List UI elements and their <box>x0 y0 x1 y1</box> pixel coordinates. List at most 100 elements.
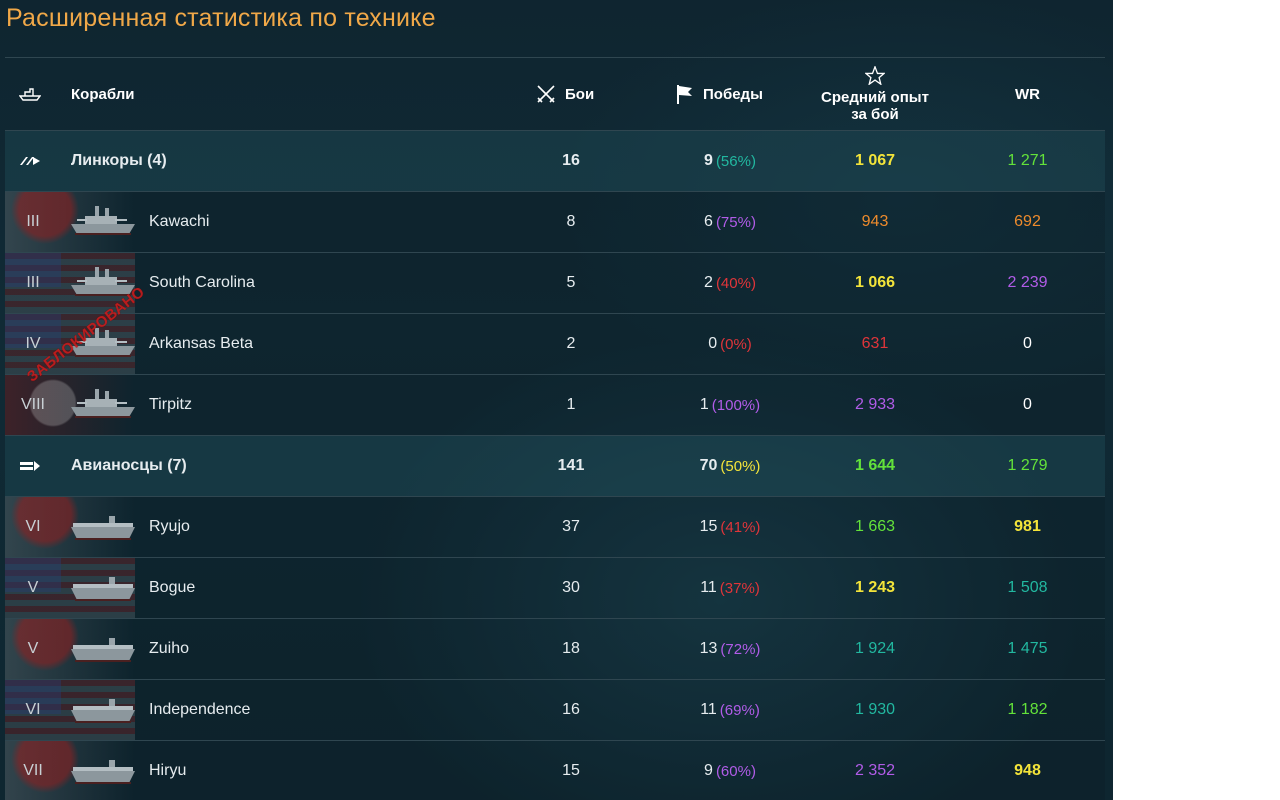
wins-percent: (50%) <box>720 457 761 475</box>
battles-value: 141 <box>557 457 585 474</box>
wins-percent: (100%) <box>711 396 761 414</box>
flag-icon <box>675 83 695 105</box>
wins-value: 1 (100%) <box>665 375 795 435</box>
wr-value: 1 508 <box>1007 579 1048 596</box>
wr-value: 0 <box>1023 335 1032 352</box>
wr-value: 1 182 <box>1007 701 1048 718</box>
wins-value: 11 (37%) <box>665 558 795 618</box>
ship-row: III South Carolina 5 2 (40%) 1 066 2 239 <box>5 253 1105 314</box>
ship-class-icon <box>19 58 53 130</box>
wins-percent: (41%) <box>720 518 761 536</box>
ship-tier: III <box>26 213 40 230</box>
battles-value: 18 <box>562 640 580 657</box>
wins-value: 6 (75%) <box>665 192 795 252</box>
battles-column-header[interactable]: Бои <box>535 58 594 130</box>
battles-header-label: Бои <box>565 85 595 103</box>
avg-exp-value: 1 243 <box>854 579 896 596</box>
ship-tier: VI <box>25 701 41 718</box>
ship-image <box>69 505 141 549</box>
wins-percent: (69%) <box>719 701 760 719</box>
wr-value: 1 279 <box>1007 457 1048 474</box>
ship-name: South Carolina <box>149 274 255 291</box>
wins-count: 9 <box>704 152 713 169</box>
ship-row: III Kawachi 8 6 (75%) 943 692 <box>5 192 1105 253</box>
ship-row: V Bogue 30 11 (37%) 1 243 1 508 <box>5 558 1105 619</box>
avg-exp-value: 2 352 <box>854 762 896 779</box>
avg-exp-value: 1 066 <box>854 274 896 291</box>
table-header-row: Корабли Бои Победы Средний опыт за бой <box>5 58 1105 131</box>
nation-flag-us <box>5 680 135 740</box>
battles-value: 1 <box>566 396 576 413</box>
ship-name: Arkansas Beta <box>149 335 254 352</box>
ship-tier: VII <box>23 762 43 779</box>
ship-image <box>69 566 141 610</box>
group-name: Авианосцы (7) <box>71 457 187 474</box>
wins-percent: (56%) <box>715 152 756 170</box>
group-name: Линкоры (4) <box>71 152 167 169</box>
ship-row: IV Arkansas Beta 2 0 (0%) 631 0 <box>5 314 1105 375</box>
wins-percent: (0%) <box>720 335 752 353</box>
ship-image <box>69 749 141 793</box>
wins-value: 15 (41%) <box>665 497 795 557</box>
battleship-class-icon <box>19 131 53 191</box>
wins-count: 11 <box>700 701 717 718</box>
ship-image <box>69 688 141 732</box>
ship-name: Hiryu <box>149 762 187 779</box>
battles-value: 5 <box>566 274 576 291</box>
battles-value: 37 <box>562 518 580 535</box>
crossed-swords-icon <box>535 83 557 105</box>
ship-name: Independence <box>149 701 251 718</box>
ship-row: VIII Tirpitz 1 1 (100%) 2 933 0 <box>5 375 1105 436</box>
group-row[interactable]: Авианосцы (7) 141 70 (50%) 1 644 1 279 <box>5 436 1105 497</box>
page-title: Расширенная статистика по технике <box>6 4 436 32</box>
avg-exp-header-label-1: Средний опыт <box>821 88 929 106</box>
ship-tier: VI <box>25 518 41 535</box>
ship-row: VI Independence 16 11 (69%) 1 930 1 182 <box>5 680 1105 741</box>
wr-column-header[interactable]: WR <box>1015 85 1040 103</box>
ship-row: V Zuiho 18 13 (72%) 1 924 1 475 <box>5 619 1105 680</box>
ship-image <box>69 322 141 366</box>
avg-exp-value: 1 644 <box>854 457 896 474</box>
wr-value: 0 <box>1023 396 1032 413</box>
wins-count: 70 <box>699 457 718 474</box>
wins-value: 70 (50%) <box>665 436 795 496</box>
battles-value: 16 <box>562 152 580 169</box>
wins-count: 6 <box>704 213 713 230</box>
group-row[interactable]: Линкоры (4) 16 9 (56%) 1 067 1 271 <box>5 131 1105 192</box>
wins-count: 2 <box>704 274 713 291</box>
stats-table: Корабли Бои Победы Средний опыт за бой <box>5 57 1105 800</box>
ship-tier: IV <box>25 335 41 352</box>
wins-value: 9 (60%) <box>665 741 795 800</box>
wins-value: 13 (72%) <box>665 619 795 679</box>
wr-value: 981 <box>1014 518 1041 535</box>
ships-column-header[interactable]: Корабли <box>71 85 135 103</box>
wins-value: 0 (0%) <box>665 314 795 374</box>
wins-column-header[interactable]: Победы <box>675 58 763 130</box>
wins-value: 9 (56%) <box>665 131 795 191</box>
avg-exp-column-header[interactable]: Средний опыт за бой <box>795 58 955 130</box>
wins-value: 2 (40%) <box>665 253 795 313</box>
avg-exp-value: 631 <box>861 335 889 352</box>
ship-name: Ryujo <box>149 518 190 535</box>
wins-count: 1 <box>699 396 709 413</box>
avg-exp-value: 1 924 <box>854 640 896 657</box>
battles-value: 16 <box>562 701 580 718</box>
battles-value: 15 <box>562 762 580 779</box>
avg-exp-value: 1 067 <box>854 152 896 169</box>
wins-count: 15 <box>699 518 718 535</box>
avg-exp-value: 1 930 <box>854 701 896 718</box>
wr-value: 948 <box>1014 762 1041 779</box>
ship-name: Tirpitz <box>149 396 192 413</box>
wins-count: 11 <box>700 579 717 596</box>
wins-percent: (75%) <box>715 213 756 231</box>
wins-percent: (37%) <box>719 579 760 597</box>
stats-panel: Расширенная статистика по технике Корабл… <box>0 0 1113 800</box>
ship-image <box>69 627 141 671</box>
battles-value: 2 <box>566 335 576 352</box>
nation-flag-us <box>5 314 135 374</box>
ship-name: Bogue <box>149 579 196 596</box>
wins-header-label: Победы <box>703 85 763 103</box>
wins-count: 9 <box>704 762 713 779</box>
carrier-class-icon <box>19 436 53 496</box>
ship-image <box>69 261 141 305</box>
